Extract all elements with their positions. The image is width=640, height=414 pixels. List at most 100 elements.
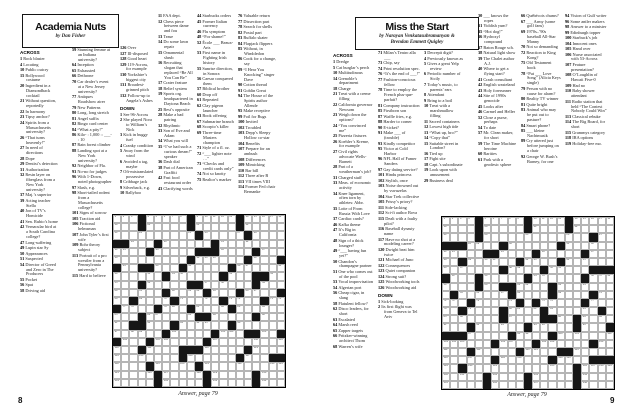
grid-cell: [268, 337, 277, 346]
clue: 108 Differences: [238, 156, 266, 162]
grid-cell: [211, 296, 220, 306]
clue: 93 Kindly competitor: [378, 140, 415, 146]
clue: 3 Kick in buggy fuel: [120, 132, 148, 143]
grid-cell: [597, 372, 606, 381]
grid-black-cell: [458, 307, 467, 316]
grid-cell: 97: [466, 331, 475, 340]
grid-black-cell: [276, 354, 285, 363]
grid-cell: [466, 372, 475, 381]
grid-cell: [178, 337, 187, 346]
grid-cell: [170, 378, 179, 387]
grid-cell: 24: [137, 231, 146, 240]
grid-cell: [589, 331, 598, 340]
grid-cell: 30: [162, 239, 171, 248]
clue: 17 Crater feature: [158, 80, 188, 86]
grid-cell: [244, 280, 253, 289]
grid-cell: [268, 223, 277, 232]
grid-cell: [474, 257, 483, 267]
clue: 44 Starbucks orders: [197, 14, 232, 18]
grid-black-cell: [556, 348, 565, 357]
grid-cell: [532, 233, 541, 242]
grid-cell: [211, 264, 220, 273]
clue: 2 She played Nora to William’s Nick: [120, 117, 152, 132]
grid-cell: [178, 370, 187, 379]
grid-cell: 128: [194, 370, 204, 379]
grid-black-cell: [450, 241, 459, 250]
grid-cell: 6: [491, 217, 500, 226]
grid-cell: [442, 290, 451, 299]
clue: 52 École ___ Beaux-Arts: [197, 39, 234, 50]
right-clue-column-1: ACROSS 1 Dredge 5 Cat burglar’s perch 10 Mu…: [333, 51, 374, 395]
grid-cell: [145, 296, 154, 306]
grid-cell: 127: [162, 370, 171, 379]
grid-cell: [178, 280, 187, 289]
grid-cell: [137, 247, 146, 256]
grid-cell: [450, 315, 459, 324]
grid-cell: [564, 274, 573, 283]
grid-black-cell: [137, 264, 146, 273]
grid-cell: [268, 255, 277, 265]
grid-cell: [129, 247, 138, 256]
clue: 15 Bollywood costume: [20, 72, 45, 83]
grid-cell: [235, 239, 244, 248]
grid-cell: [564, 372, 573, 381]
clue: 43 Clarifying words: [158, 185, 193, 191]
grid-cell: 5: [153, 215, 163, 224]
grid-black-cell: [523, 380, 533, 389]
grid-cell: [194, 239, 204, 248]
grid-cell: [260, 239, 269, 248]
grid-black-cell: [244, 231, 253, 240]
grid-cell: [219, 321, 228, 330]
clue: 108 O’Loughlin of Hawaii Five-0: [565, 72, 598, 83]
grid-black-cell: [442, 241, 451, 250]
clue: 83 Animal who may be put out to pasture?: [521, 107, 557, 123]
grid-cell: 123: [466, 364, 475, 373]
grid-cell: 7: [170, 215, 179, 224]
grid-cell: 34: [121, 247, 130, 256]
right-clue-column-4: 30 ___ knows the ropes 31 Yiddish yum? 35 …: [478, 14, 518, 212]
clue: 23 Weigh down the options?: [333, 112, 367, 123]
grid-cell: [121, 346, 130, 355]
grid-cell: 87: [507, 315, 516, 324]
grid-cell: [129, 255, 138, 265]
grid-cell: 103: [260, 329, 269, 338]
grid-cell: [194, 272, 204, 281]
grid-cell: 38: [442, 257, 451, 267]
grid-cell: 136: [491, 380, 500, 389]
grid-cell: [573, 356, 582, 365]
grid-cell: [605, 298, 614, 308]
grid-cell: [548, 249, 557, 258]
grid-black-cell: [145, 264, 154, 273]
grid-cell: 58: [605, 274, 614, 283]
grid-cell: 95: [203, 321, 212, 330]
clue: 38 Part of American Graffiti: [158, 164, 193, 175]
right-page-number: 9: [610, 396, 615, 405]
grid-cell: [556, 298, 565, 308]
grid-cell: [540, 372, 549, 381]
grid-cell: [499, 257, 508, 267]
grid-cell: [597, 225, 606, 234]
grid-cell: 45: [581, 257, 590, 267]
clue: 52 Close a purse, perhaps: [478, 114, 508, 125]
grid-cell: 138: [581, 380, 590, 389]
clue: 129 119-Across, for example: [120, 61, 149, 72]
clue: 32 Rhythmic: [158, 122, 181, 128]
grid-cell: 92: [145, 321, 154, 330]
grid-cell: 12: [548, 217, 557, 226]
clue: 49 Lupin star Sy: [20, 245, 49, 251]
clue: 99 Edinburgh topper: [565, 29, 601, 35]
grid-cell: 107: [211, 337, 220, 346]
grid-black-cell: [162, 272, 171, 281]
grid-black-cell: [474, 274, 483, 283]
grid-cell: [244, 362, 253, 371]
grid-cell: 118: [499, 356, 508, 365]
grid-cell: [268, 264, 277, 273]
grid-black-cell: [170, 321, 179, 330]
grid-cell: 105: [153, 337, 163, 346]
grid-black-cell: [523, 217, 533, 226]
grid-cell: [515, 372, 524, 381]
grid-cell: [211, 321, 220, 330]
grid-cell: [268, 231, 277, 240]
grid-black-cell: [523, 323, 533, 332]
grid-cell: [170, 255, 179, 265]
